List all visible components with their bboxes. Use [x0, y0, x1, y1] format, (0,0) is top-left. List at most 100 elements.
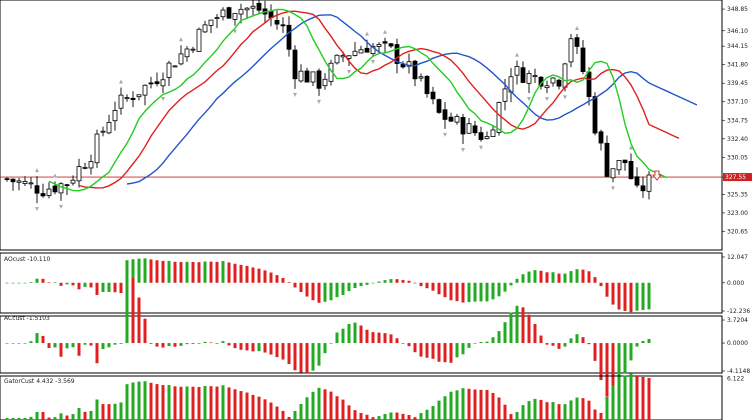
ao-bar — [221, 261, 225, 283]
gator-bar — [635, 375, 639, 420]
ac-bar — [353, 322, 357, 344]
gator-bar — [197, 386, 201, 420]
candle-body — [478, 132, 484, 140]
ac-bar — [239, 343, 243, 350]
ao-bar — [131, 259, 135, 283]
ao-bar — [491, 282, 495, 300]
candle-body — [46, 188, 52, 196]
gator-bar — [389, 412, 393, 420]
ac-bar — [233, 343, 237, 349]
ac-bar — [287, 343, 291, 364]
gator-bar — [533, 398, 537, 420]
main-panel-frame — [0, 0, 723, 251]
ao-bar — [47, 282, 51, 284]
gator-bar — [371, 417, 375, 420]
gator-panel-title: GatorCust 4.432 -3.569 — [4, 378, 75, 385]
gator-bar — [497, 397, 501, 420]
fractal-down-arrow — [443, 132, 447, 137]
candle-body — [256, 2, 262, 11]
ac-bar — [431, 343, 435, 359]
candle-body — [142, 84, 148, 96]
gator-bar — [107, 404, 111, 420]
ac-bar — [215, 343, 219, 344]
gator-bar — [515, 411, 519, 420]
candle-body — [232, 12, 238, 20]
ao-bar — [599, 282, 603, 287]
gator-bar — [413, 417, 417, 420]
ao-bar — [593, 277, 597, 283]
gator-bar — [23, 417, 27, 420]
ac-bar — [491, 337, 495, 344]
gator-bar — [359, 413, 363, 420]
ao-bar — [227, 262, 231, 283]
gator-bar — [341, 399, 345, 420]
candle-body — [130, 97, 136, 100]
candle-body — [520, 67, 526, 83]
gator-bar — [629, 373, 633, 420]
candle-body — [22, 181, 28, 184]
ac-bar — [317, 343, 321, 366]
ao-bar — [647, 282, 651, 310]
main-y-tick-label: 339.45 — [727, 80, 748, 87]
gator-bar — [455, 390, 459, 420]
candle-body — [106, 121, 112, 134]
ao-bar — [269, 272, 273, 283]
ao-bar — [137, 258, 141, 283]
ao-bar — [113, 282, 117, 293]
ao-bar — [167, 260, 171, 283]
ac-bar — [521, 307, 525, 344]
ac-bar — [77, 343, 81, 356]
ac-bar — [17, 343, 21, 344]
candle-body — [490, 129, 496, 137]
ao-bar — [407, 280, 411, 283]
fractal-down-arrow — [161, 96, 165, 101]
candle-body — [76, 166, 82, 182]
candle-body — [550, 77, 556, 84]
gator-bar — [611, 385, 615, 420]
ao-bar — [245, 265, 249, 283]
ao-bar — [569, 271, 573, 283]
ac-bar — [143, 318, 147, 344]
main-y-tick-label: 348.85 — [727, 6, 748, 13]
ao-bar — [161, 260, 165, 283]
candle-body — [226, 7, 232, 19]
gator-bar — [641, 376, 645, 420]
ac-bar — [455, 343, 459, 358]
gator-bar — [173, 386, 177, 420]
candle-body — [34, 185, 40, 194]
fractal-down-arrow — [611, 186, 615, 191]
ac-bar — [155, 343, 159, 347]
ac-bar — [407, 343, 411, 347]
gator-bar — [425, 409, 429, 420]
ao-bar — [203, 261, 207, 283]
ao-bar — [29, 282, 33, 283]
ao-bar — [377, 281, 381, 283]
ac-bar — [47, 343, 51, 349]
candle-body — [28, 182, 34, 185]
candle-body — [16, 180, 22, 183]
ao-bar — [11, 282, 15, 284]
gator-bar — [233, 389, 237, 420]
candle-body — [88, 161, 94, 169]
ao-bar — [419, 282, 423, 287]
ao-bar — [533, 270, 537, 283]
ac-bar — [83, 343, 87, 345]
candle-body — [10, 178, 16, 183]
gator-bar — [431, 406, 435, 420]
gator-bar — [419, 413, 423, 420]
gator-bar — [473, 389, 477, 420]
gator-bar — [119, 402, 123, 420]
main-y-tick-label: 346.10 — [727, 28, 748, 35]
candle-body — [220, 9, 226, 18]
ao-bar — [77, 282, 81, 290]
ao-bar — [281, 278, 285, 283]
ao-bar — [539, 270, 543, 283]
ac-bar — [209, 342, 213, 344]
candle-body — [388, 43, 394, 47]
ac-bar — [545, 343, 549, 345]
candle-body — [628, 160, 634, 180]
candle-body — [292, 49, 298, 80]
gator-bar — [569, 400, 573, 420]
candle-body — [580, 47, 586, 72]
ac-bar — [647, 338, 651, 344]
